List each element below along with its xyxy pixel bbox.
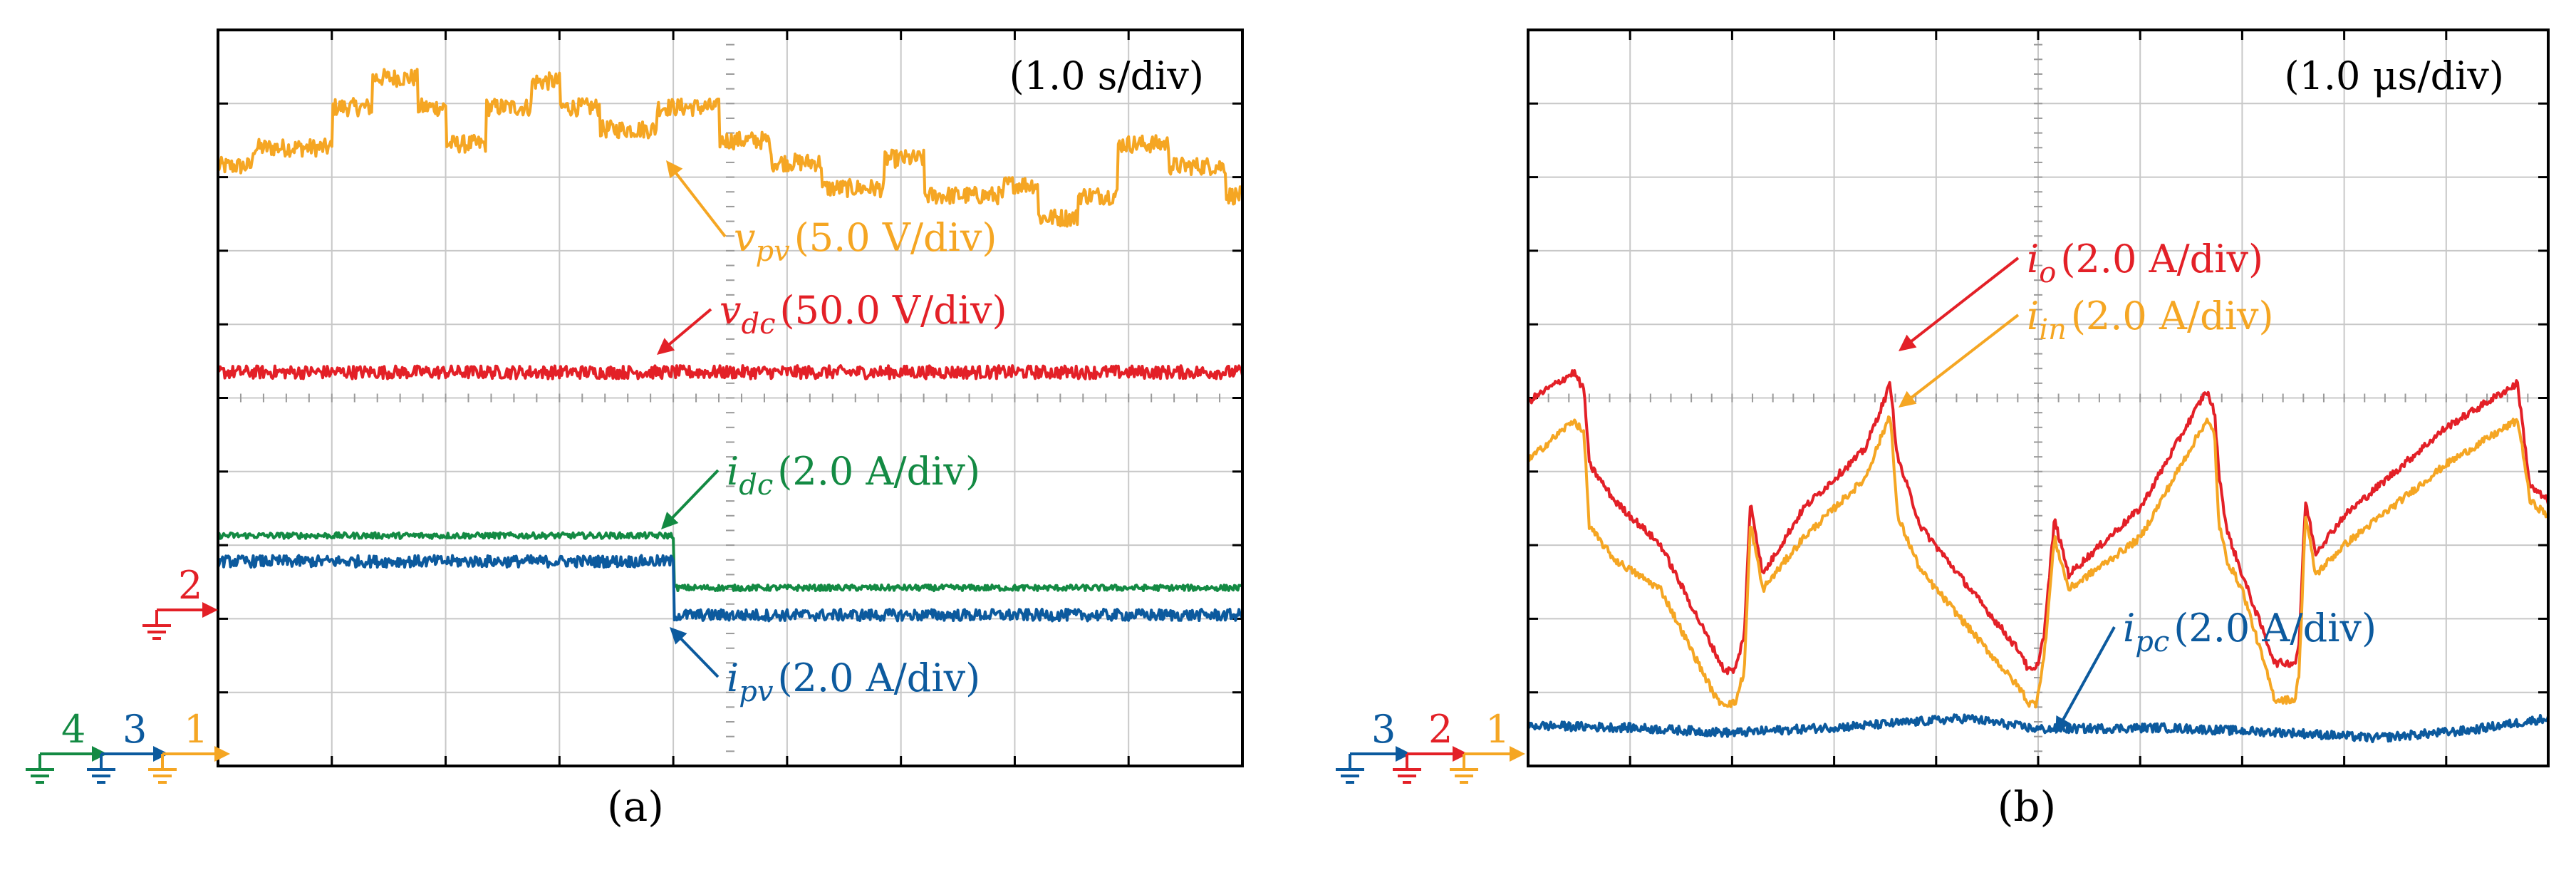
arrow-right-icon bbox=[214, 746, 230, 762]
subplot-label: (b) bbox=[1998, 782, 2056, 831]
trace-v_dc bbox=[217, 364, 1244, 380]
trace-v_pv bbox=[217, 68, 1244, 228]
plot-a: (1.0 s/div) vpv (5.0 V/div) vdc (50.0 V/div)… bbox=[26, 29, 1244, 831]
channel-marker-2: 2 bbox=[142, 563, 218, 640]
series-label-i_pc: ipc (2.0 A/div) bbox=[2055, 606, 2377, 734]
arrow-icon bbox=[1899, 334, 1917, 351]
series-name: vpv (5.0 V/div) bbox=[734, 215, 997, 268]
series-label-i_pv: ipv (2.0 A/div) bbox=[670, 627, 980, 708]
center-ticks bbox=[217, 29, 1243, 767]
subplot-label: (a) bbox=[607, 782, 664, 831]
center-ticks bbox=[1527, 29, 2549, 767]
arrow-right-icon bbox=[1510, 746, 1525, 762]
plot-frame bbox=[217, 29, 1244, 767]
arrow-right-icon bbox=[1453, 746, 1468, 762]
series-label-i_o: io (2.0 A/div) bbox=[1899, 237, 2263, 351]
series-name: ipv (2.0 A/div) bbox=[727, 656, 980, 708]
ground-icon bbox=[26, 754, 54, 784]
ground-icon bbox=[142, 610, 171, 640]
channel-number: 4 bbox=[61, 707, 85, 752]
channel-number: 3 bbox=[1371, 707, 1396, 752]
channel-marker-1: 1 bbox=[1450, 707, 1525, 784]
timebase-label: (1.0 μs/div) bbox=[2284, 53, 2504, 98]
ground-icon bbox=[148, 754, 177, 784]
channel-number: 1 bbox=[1485, 707, 1510, 752]
trace-i_pv bbox=[217, 554, 1244, 623]
series-label-v_pv: vpv (5.0 V/div) bbox=[666, 160, 997, 268]
channel-marker-4: 4 bbox=[26, 707, 108, 784]
arrow-icon bbox=[666, 160, 683, 179]
series-label-i_dc: idc (2.0 A/div) bbox=[661, 449, 980, 529]
series-name: vdc (50.0 V/div) bbox=[720, 288, 1007, 341]
series-label-i_in: iin (2.0 A/div) bbox=[1899, 294, 2274, 408]
arrow-icon bbox=[657, 338, 675, 355]
trace-i_o bbox=[1527, 369, 2550, 675]
channel-number: 2 bbox=[1428, 707, 1453, 752]
channel-marker-2: 2 bbox=[1393, 707, 1468, 784]
ground-icon bbox=[1393, 754, 1421, 784]
arrow-icon bbox=[1899, 390, 1917, 408]
plot-b: (1.0 μs/div) io (2.0 A/div)iin (2.0 A/div) i… bbox=[1336, 29, 2550, 831]
channel-marker-1: 1 bbox=[148, 707, 230, 784]
ground-icon bbox=[87, 754, 115, 784]
channel-marker-3: 3 bbox=[87, 707, 169, 784]
arrow-right-icon bbox=[1396, 746, 1411, 762]
trace-i_pc bbox=[1527, 713, 2550, 743]
channel-number: 1 bbox=[184, 707, 208, 752]
channel-marker-3: 3 bbox=[1336, 707, 1411, 784]
channel-number: 2 bbox=[178, 563, 202, 608]
arrow-icon bbox=[670, 627, 687, 645]
ground-icon bbox=[1450, 754, 1478, 784]
arrow-right-icon bbox=[202, 602, 218, 618]
arrow-icon bbox=[661, 512, 679, 529]
arrow-icon bbox=[2055, 715, 2071, 734]
trace-i_in bbox=[1527, 415, 2550, 709]
series-name: io (2.0 A/div) bbox=[2027, 237, 2263, 289]
trace-i_dc bbox=[217, 531, 1243, 593]
channel-number: 3 bbox=[123, 707, 147, 752]
timebase-label: (1.0 s/div) bbox=[1009, 53, 1204, 98]
series-label-v_dc: vdc (50.0 V/div) bbox=[657, 288, 1007, 355]
series-name: ipc (2.0 A/div) bbox=[2123, 606, 2377, 658]
series-name: idc (2.0 A/div) bbox=[727, 449, 980, 502]
series-name: iin (2.0 A/div) bbox=[2027, 294, 2274, 346]
ground-icon bbox=[1336, 754, 1364, 784]
plot-frame bbox=[1527, 29, 2550, 767]
